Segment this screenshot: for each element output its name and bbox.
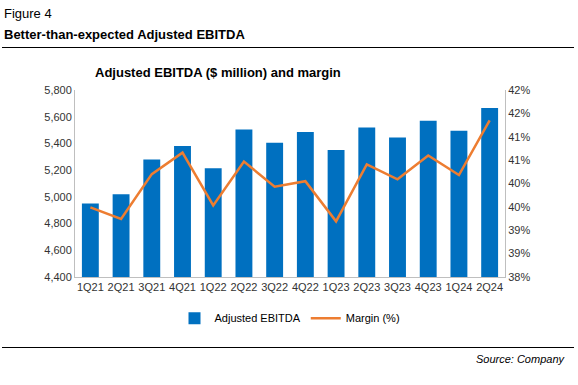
svg-text:38%: 38% [508,271,530,283]
svg-text:1Q22: 1Q22 [200,281,227,293]
svg-text:5,800: 5,800 [44,84,72,96]
svg-text:4,800: 4,800 [44,217,72,229]
svg-text:39%: 39% [508,224,530,236]
svg-text:1Q23: 1Q23 [323,281,350,293]
html-text:Source: Company: Source: Company [476,353,564,365]
html-text:Figure 4: Figure 4 [4,6,52,21]
svg-text:4,400: 4,400 [44,271,72,283]
svg-text:41%: 41% [508,154,530,166]
svg-text:4Q23: 4Q23 [415,281,442,293]
svg-text:2Q24: 2Q24 [476,281,503,293]
svg-text:1Q21: 1Q21 [77,281,104,293]
svg-text:5,600: 5,600 [44,111,72,123]
svg-text:42%: 42% [508,84,530,96]
svg-text:5,400: 5,400 [44,137,72,149]
svg-text:Adjusted EBITDA: Adjusted EBITDA [215,312,301,324]
svg-text:5,000: 5,000 [44,191,72,203]
html-text:Better-than-expected Adjusted: Better-than-expected Adjusted EBITDA [4,27,245,42]
svg-text:40%: 40% [508,201,530,213]
svg-text:3Q23: 3Q23 [384,281,411,293]
svg-text:3Q22: 3Q22 [261,281,288,293]
svg-text:2Q21: 2Q21 [108,281,135,293]
svg-text:4,600: 4,600 [44,244,72,256]
svg-text:2Q22: 2Q22 [230,281,257,293]
svg-text:1Q24: 1Q24 [445,281,472,293]
svg-text:4Q22: 4Q22 [292,281,319,293]
svg-text:40%: 40% [508,177,530,189]
svg-text:41%: 41% [508,131,530,143]
svg-text:39%: 39% [508,247,530,259]
svg-text:4Q21: 4Q21 [169,281,196,293]
svg-text:3Q21: 3Q21 [138,281,165,293]
svg-text:5,200: 5,200 [44,164,72,176]
svg-text:Adjusted EBITDA ($ million) an: Adjusted EBITDA ($ million) and margin [95,65,341,80]
svg-text:42%: 42% [508,107,530,119]
svg-text:2Q23: 2Q23 [353,281,380,293]
svg-text:Margin (%): Margin (%) [346,312,400,324]
